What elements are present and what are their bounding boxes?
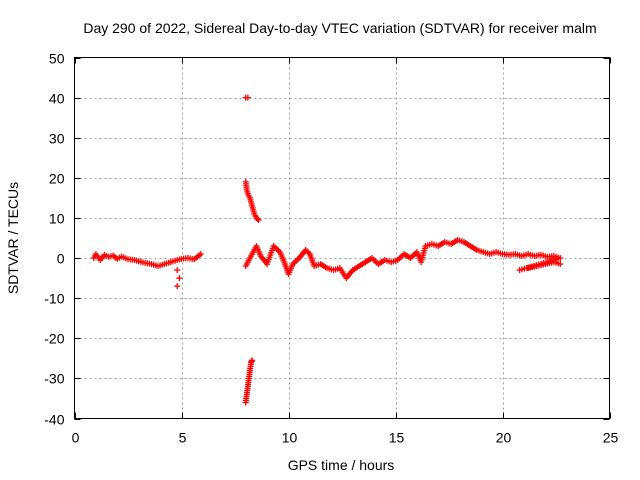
data-point xyxy=(519,266,526,273)
x-tick-label: 5 xyxy=(179,430,187,446)
data-point xyxy=(392,257,399,264)
data-point xyxy=(189,255,196,262)
data-point xyxy=(360,260,367,267)
data-point xyxy=(472,246,479,253)
data-point xyxy=(280,257,287,264)
data-point xyxy=(310,261,317,268)
chart-title: Day 290 of 2022, Sidereal Day-to-day VTE… xyxy=(83,20,596,36)
y-tick-label: -20 xyxy=(44,331,64,347)
data-point xyxy=(294,256,301,263)
data-point xyxy=(146,260,153,267)
data-point xyxy=(555,260,562,267)
marks-layer xyxy=(90,94,564,406)
x-tick-label: 25 xyxy=(603,430,619,446)
data-point xyxy=(133,257,140,264)
x-tick-label: 20 xyxy=(496,430,512,446)
y-tick-label: -30 xyxy=(44,371,64,387)
data-point xyxy=(174,283,181,290)
data-point xyxy=(540,261,547,268)
data-point xyxy=(172,257,179,264)
y-tick-label: 0 xyxy=(57,251,65,267)
data-point xyxy=(139,259,146,266)
y-tick-label: -40 xyxy=(44,412,64,428)
data-point xyxy=(497,250,504,257)
data-point xyxy=(129,256,136,263)
data-point xyxy=(248,358,255,365)
data-point xyxy=(465,242,472,249)
data-point xyxy=(244,94,251,101)
data-point xyxy=(248,253,255,260)
y-tick-label: -10 xyxy=(44,291,64,307)
data-point xyxy=(248,200,255,207)
data-point xyxy=(176,275,183,282)
data-point xyxy=(100,253,107,260)
data-point xyxy=(458,238,465,245)
data-point xyxy=(421,245,428,252)
y-tick-label: 20 xyxy=(49,171,65,187)
data-point xyxy=(288,263,295,270)
data-point xyxy=(256,251,263,258)
y-tick-label: 10 xyxy=(49,211,65,227)
x-axis-title: GPS time / hours xyxy=(288,457,395,473)
data-point xyxy=(531,263,538,270)
data-point xyxy=(252,212,259,219)
data-point xyxy=(254,215,261,222)
plot-frame xyxy=(74,57,610,419)
data-point xyxy=(322,264,329,271)
y-tick-label: 40 xyxy=(49,91,65,107)
grid-layer xyxy=(74,57,610,419)
data-point xyxy=(243,184,250,191)
data-point xyxy=(250,208,257,215)
ticks-layer xyxy=(74,57,611,420)
data-point xyxy=(165,259,172,266)
data-point xyxy=(245,192,252,199)
y-tick-label: 30 xyxy=(49,131,65,147)
data-point xyxy=(174,267,181,274)
data-point xyxy=(196,252,203,259)
data-point xyxy=(334,265,341,272)
data-point xyxy=(354,264,361,271)
y-axis-title: SDTVAR / TECUs xyxy=(5,182,21,294)
data-point xyxy=(255,216,262,223)
data-point xyxy=(244,188,251,195)
x-tick-label: 0 xyxy=(72,430,80,446)
data-point xyxy=(478,248,485,255)
x-tick-label: 10 xyxy=(282,430,298,446)
data-point xyxy=(159,261,166,268)
data-point xyxy=(275,247,282,254)
data-point xyxy=(305,249,312,256)
x-tick-label: 15 xyxy=(389,430,405,446)
data-point xyxy=(247,361,254,368)
data-point xyxy=(122,255,129,262)
data-point xyxy=(176,256,183,263)
y-tick-label: 50 xyxy=(49,51,65,67)
tick-labels: 0 5 10 15 20 25 -40 -30 -20 -10 0 10 20 30 40 50 xyxy=(44,51,618,446)
